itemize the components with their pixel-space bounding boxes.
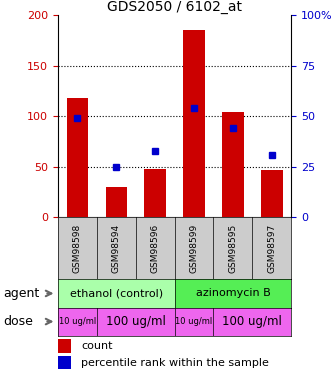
Bar: [58, 308, 97, 336]
Text: GSM98599: GSM98599: [190, 224, 199, 273]
Bar: [261, 170, 283, 217]
Bar: [106, 187, 127, 218]
Text: dose: dose: [3, 315, 33, 328]
Bar: [175, 308, 213, 336]
Bar: [222, 112, 244, 218]
Text: percentile rank within the sample: percentile rank within the sample: [81, 358, 269, 368]
Text: GSM98597: GSM98597: [267, 224, 276, 273]
Bar: [213, 308, 291, 336]
Bar: [144, 169, 166, 217]
Text: GSM98596: GSM98596: [151, 224, 160, 273]
Text: GSM98598: GSM98598: [73, 224, 82, 273]
Bar: [183, 30, 205, 217]
Bar: [58, 356, 71, 369]
Bar: [58, 339, 71, 353]
Text: count: count: [81, 341, 113, 351]
Text: agent: agent: [3, 287, 40, 300]
Text: 100 ug/ml: 100 ug/ml: [222, 315, 282, 328]
Text: 10 ug/ml: 10 ug/ml: [59, 317, 96, 326]
Bar: [58, 279, 175, 308]
Bar: [175, 279, 291, 308]
Text: GSM98595: GSM98595: [228, 224, 237, 273]
Bar: [67, 98, 88, 218]
Text: azinomycin B: azinomycin B: [196, 288, 270, 298]
Bar: [97, 308, 175, 336]
Title: GDS2050 / 6102_at: GDS2050 / 6102_at: [107, 0, 242, 14]
Text: 10 ug/ml: 10 ug/ml: [175, 317, 213, 326]
Text: GSM98594: GSM98594: [112, 224, 121, 273]
Text: ethanol (control): ethanol (control): [70, 288, 163, 298]
Text: 100 ug/ml: 100 ug/ml: [106, 315, 166, 328]
